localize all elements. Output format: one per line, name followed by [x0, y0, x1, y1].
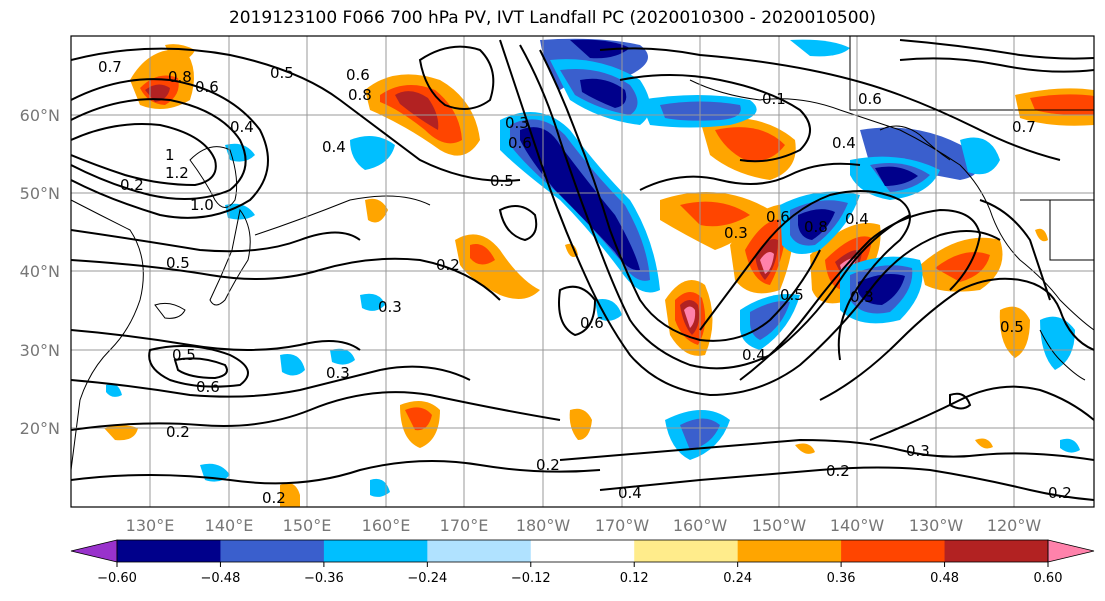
contour-label: 0.2: [120, 176, 144, 194]
colorbar-tick-label: 0.36: [827, 571, 856, 586]
contour-label: 0.6: [766, 208, 790, 226]
lon-label: 150°E: [283, 516, 332, 535]
colorbar-segment: [323, 540, 428, 562]
pv-shading: [104, 38, 1094, 507]
contour-label: 0.8: [168, 68, 192, 86]
contour-label: 0.8: [804, 218, 828, 236]
colorbar-segment: [944, 540, 1049, 562]
contour-label: 0.5: [780, 286, 804, 304]
contour-label: 0.6: [508, 134, 532, 152]
contour-label: 0.4: [845, 210, 869, 228]
lat-label: 20°N: [20, 419, 60, 438]
contour-label: 0.6: [196, 378, 220, 396]
lat-label: 60°N: [20, 106, 60, 125]
colorbar-tick-label: −0.12: [511, 571, 551, 586]
colorbar-tick-label: 0.12: [620, 571, 649, 586]
contour-label: 0.8: [348, 86, 372, 104]
colorbar-extend-right: [1047, 539, 1095, 563]
lon-label: 170°E: [440, 516, 489, 535]
colorbar-segment: [634, 540, 739, 562]
contour-label: 1: [165, 146, 175, 164]
lon-label: 160°W: [673, 516, 728, 535]
colorbar-tick-label: 0.24: [723, 571, 752, 586]
lon-label: 160°E: [362, 516, 411, 535]
lon-label: 170°W: [595, 516, 650, 535]
colorbar-extend-left: [70, 539, 118, 563]
contour-label: 0.3: [326, 364, 350, 382]
colorbar-segment: [220, 540, 325, 562]
lon-label: 180°W: [516, 516, 571, 535]
contour-label: 0.4: [742, 346, 766, 364]
contour-label: 0.2: [1048, 484, 1072, 502]
colorbar-tick-label: −0.36: [304, 571, 344, 586]
contour-label: 0.4: [322, 138, 346, 156]
colorbar-tick-label: 0.48: [930, 571, 959, 586]
colorbar-tick-label: −0.24: [407, 571, 447, 586]
contour-label: 0.6: [195, 78, 219, 96]
contour-label: 0.2: [826, 462, 850, 480]
contour-label: 0.5: [490, 172, 514, 190]
contour-label: 0.4: [832, 134, 856, 152]
contour-label: 0.6: [346, 66, 370, 84]
contour-label: 0.1: [762, 90, 786, 108]
contour-label: 0.2: [436, 256, 460, 274]
colorbar-segment: [841, 540, 946, 562]
coastlines: [71, 36, 1094, 471]
colorbar-segment: [117, 540, 221, 562]
contour-label: 0.7: [1012, 118, 1036, 136]
contour-label: 0.7: [98, 58, 122, 76]
lon-label: 140°E: [205, 516, 254, 535]
contour-label: 0.5: [172, 346, 196, 364]
latitude-labels: 60°N 50°N 40°N 30°N 20°N: [20, 106, 60, 438]
contour-labels: 0.7 0.8 0.6 0.5 0.6 0.8 1 1.2 0.2 1.0 0.…: [98, 58, 1072, 507]
contour-label: 1.2: [165, 164, 189, 182]
contour-label: 0.3: [505, 114, 529, 132]
contour-label: 0.2: [166, 423, 190, 441]
lon-label: 130°E: [126, 516, 175, 535]
colorbar-outline: [116, 539, 1049, 563]
lat-label: 40°N: [20, 262, 60, 281]
lon-label: 140°W: [830, 516, 885, 535]
ivt-contours: [71, 39, 1094, 501]
lon-label: 120°W: [987, 516, 1042, 535]
contour-label: 0.3: [850, 288, 874, 306]
colorbar-tick-label: 0.60: [1034, 571, 1063, 586]
contour-label: 0.4: [230, 118, 254, 136]
lat-label: 30°N: [20, 341, 60, 360]
contour-label: 0.3: [906, 442, 930, 460]
contour-label: 0.6: [580, 314, 604, 332]
map-title: 2019123100 F066 700 hPa PV, IVT Landfall…: [228, 8, 876, 28]
contour-label: 0.5: [166, 254, 190, 272]
colorbar-segment: [427, 540, 532, 562]
contour-label: 0.2: [536, 456, 560, 474]
contour-label: 0.3: [378, 298, 402, 316]
contour-label: 0.3: [724, 224, 748, 242]
graticule: [71, 36, 1094, 507]
lat-label: 50°N: [20, 184, 60, 203]
lon-label: 130°W: [909, 516, 964, 535]
lon-label: 150°W: [752, 516, 807, 535]
longitude-labels: 130°E 140°E 150°E 160°E 170°E 180°W 170°…: [126, 516, 1042, 535]
contour-label: 0.5: [1000, 318, 1024, 336]
colorbar-tick-label: −0.48: [201, 571, 241, 586]
map-frame: [70, 35, 1095, 508]
contour-label: 0.5: [270, 64, 294, 82]
contour-label: 0.6: [858, 90, 882, 108]
contour-label: 0.2: [262, 489, 286, 507]
colorbar-segment: [530, 540, 635, 562]
contour-label: 1.0: [190, 196, 214, 214]
colorbar-segment: [737, 540, 842, 562]
contour-label: 0.4: [618, 484, 642, 502]
colorbar-tick-label: −0.60: [97, 571, 137, 586]
colorbar: −0.60 −0.48 −0.36 −0.24 −0.12 0.12 0.24 0.36 0.4…: [70, 539, 1095, 586]
